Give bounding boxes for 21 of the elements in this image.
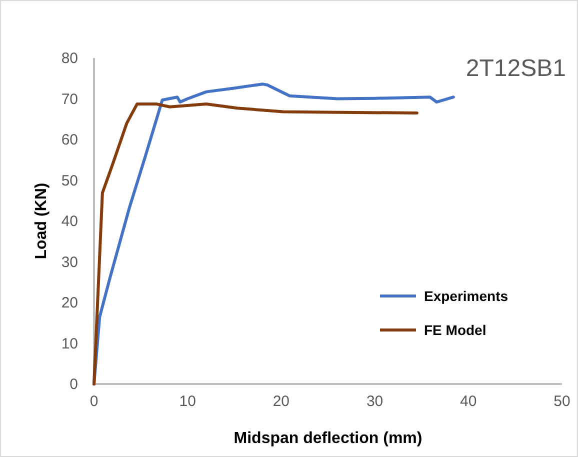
y-tick-label: 60 — [61, 132, 78, 148]
y-tick-label: 30 — [61, 254, 78, 271]
y-tick-label: 40 — [61, 213, 78, 230]
x-tick-label: 40 — [460, 393, 477, 410]
y-tick-label: 0 — [70, 376, 78, 393]
y-axis-title: Load (KN) — [33, 182, 50, 260]
y-tick-label: 70 — [61, 90, 78, 108]
x-tick-label: 0 — [90, 393, 98, 410]
y-tick-label: 50 — [61, 172, 78, 190]
x-tick-label: 10 — [179, 393, 196, 410]
x-tick-label: 30 — [366, 393, 384, 410]
y-tick-label: 20 — [61, 294, 78, 312]
x-tick-label: 20 — [272, 393, 290, 410]
y-tick-label: 80 — [61, 50, 78, 67]
x-axis-title: Midspan deflection (mm) — [234, 430, 422, 447]
legend-label: Experiments — [424, 288, 508, 304]
legend-label: FE Model — [424, 322, 486, 338]
x-tick-label: 50 — [554, 393, 570, 410]
y-tick-label: 10 — [61, 335, 78, 352]
line-series — [92, 102, 418, 386]
chart-title: 2T12SB1 — [466, 55, 566, 82]
